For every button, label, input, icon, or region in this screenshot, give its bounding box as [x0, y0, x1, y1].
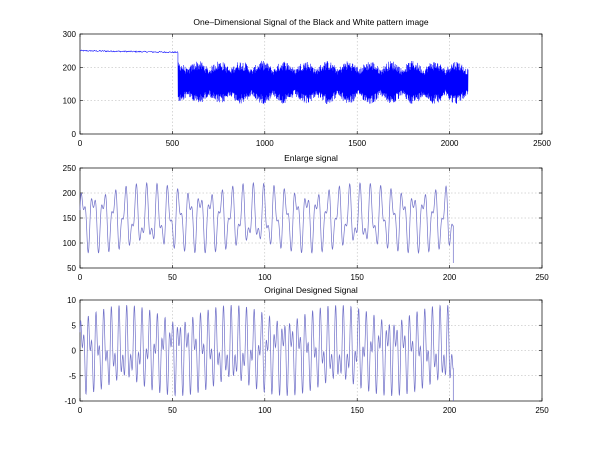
panel-2-x-tick-label: 50 — [168, 273, 177, 282]
panel-2-series — [79, 181, 454, 263]
panel-3-y-tick-label: -10 — [64, 397, 76, 406]
signal-series-line — [79, 49, 469, 104]
panel-3-y-tick-label: 10 — [67, 296, 76, 305]
panel-3-x-tick-label: 150 — [351, 406, 365, 415]
panel-2-enlarged-signal: Enlarge signal 0 50 100 150 200 250 50 1… — [63, 153, 550, 282]
panel-1-x-tick-labels: 0 500 1000 1500 2000 2500 — [78, 139, 552, 148]
panel-3-ticks — [79, 299, 543, 402]
panel-2-y-tick-label: 250 — [63, 164, 77, 173]
panel-3-x-tick-label: 0 — [78, 406, 83, 415]
panel-2-x-tick-label: 150 — [351, 273, 365, 282]
panel-1-ticks — [79, 33, 543, 135]
panel-1-x-tick-label: 1500 — [348, 139, 366, 148]
panel-3-series — [79, 304, 454, 401]
panel-1-y-tick-label: 0 — [72, 130, 77, 139]
panel-2-x-tick-label: 100 — [258, 273, 272, 282]
panel-1-x-tick-label: 2500 — [533, 139, 551, 148]
panel-3-y-tick-labels: -10 -5 0 5 10 — [64, 296, 76, 406]
panel-1-full-signal: One–Dimensional Signal of the Black and … — [63, 17, 552, 148]
panel-3-x-tick-label: 100 — [258, 406, 272, 415]
panel-1-x-tick-label: 0 — [78, 139, 83, 148]
panel-2-y-tick-label: 100 — [63, 239, 77, 248]
panel-1-y-tick-label: 100 — [63, 97, 77, 106]
panel-2-y-tick-label: 50 — [67, 264, 76, 273]
panel-1-y-tick-labels: 0 100 200 300 — [63, 30, 77, 139]
signal-series-line — [79, 181, 454, 263]
panel-3-y-tick-label: 0 — [72, 347, 77, 356]
panel-1-title: One–Dimensional Signal of the Black and … — [193, 17, 429, 27]
panel-1-x-tick-label: 1000 — [256, 139, 274, 148]
panel-2-title: Enlarge signal — [284, 153, 338, 163]
panel-1-y-tick-label: 300 — [63, 30, 77, 39]
panel-3-x-tick-labels: 0 50 100 150 200 250 — [78, 406, 549, 415]
panel-3-x-tick-label: 50 — [168, 406, 177, 415]
panel-2-y-tick-label: 150 — [63, 214, 77, 223]
panel-1-x-tick-label: 2000 — [441, 139, 459, 148]
panel-2-y-tick-label: 200 — [63, 189, 77, 198]
panel-2-x-tick-label: 250 — [535, 273, 549, 282]
panel-3-x-tick-label: 250 — [535, 406, 549, 415]
panel-2-x-tick-label: 0 — [78, 273, 83, 282]
panel-2-y-tick-labels: 50 100 150 200 250 — [63, 164, 77, 273]
panel-3-title: Original Designed Signal — [264, 285, 358, 295]
panel-2-x-tick-label: 200 — [443, 273, 457, 282]
panel-3-y-tick-label: -5 — [69, 372, 77, 381]
panel-3-original-designed-signal: Original Designed Signal 0 50 100 150 20… — [64, 285, 549, 415]
panel-1-y-tick-label: 200 — [63, 63, 77, 72]
panel-1-series — [79, 49, 469, 104]
signal-series-line — [79, 304, 454, 401]
panel-3-x-tick-label: 200 — [443, 406, 457, 415]
panel-1-x-tick-label: 500 — [166, 139, 180, 148]
panel-3-y-tick-label: 5 — [72, 321, 77, 330]
panel-2-ticks — [79, 167, 543, 269]
panel-2-x-tick-labels: 0 50 100 150 200 250 — [78, 273, 549, 282]
